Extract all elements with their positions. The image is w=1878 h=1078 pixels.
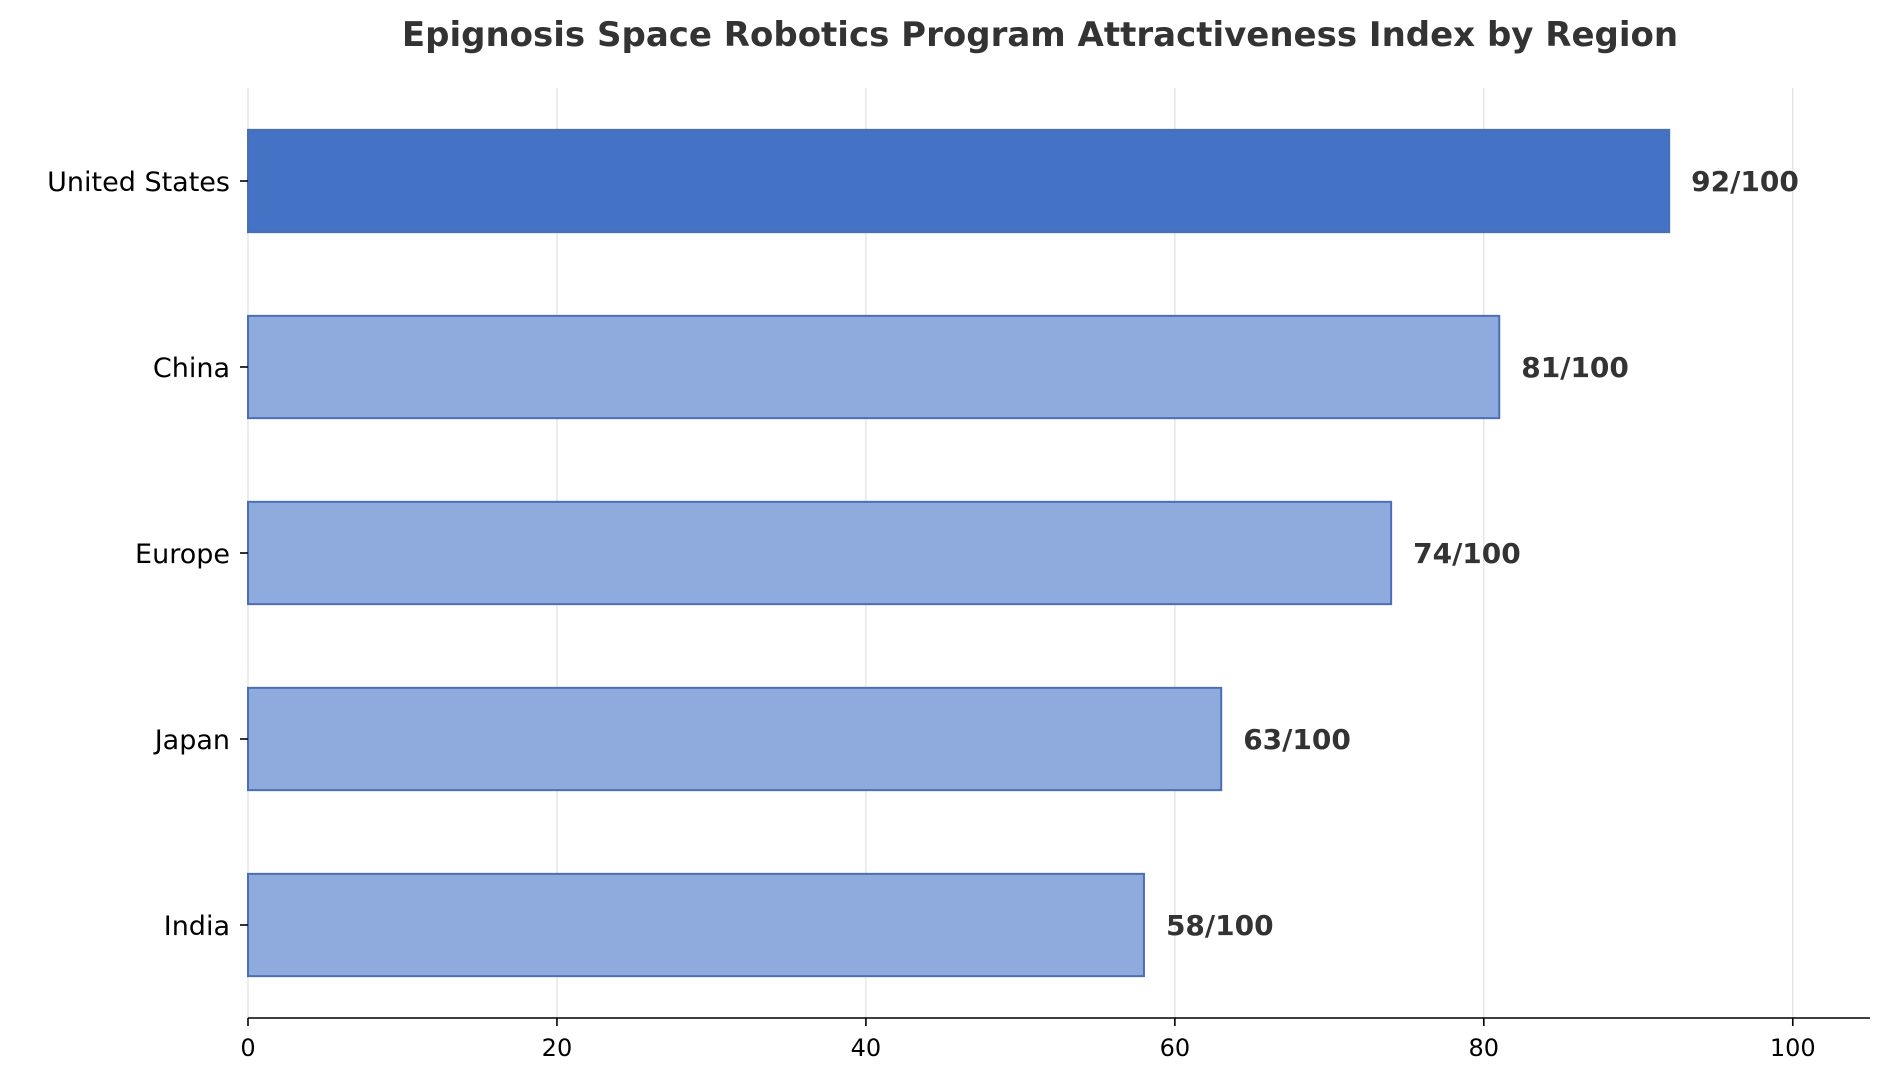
bar-europe	[247, 500, 1393, 606]
y-tick-label-europe: Europe	[135, 539, 230, 570]
y-tick-label-china: China	[153, 353, 230, 384]
bars	[247, 128, 1671, 978]
value-label-japan: 63/100	[1243, 723, 1351, 756]
y-tick-label-japan: Japan	[153, 725, 230, 756]
y-tick-label-india: India	[164, 911, 230, 942]
value-label-europe: 74/100	[1413, 537, 1521, 570]
bar-china	[247, 314, 1501, 420]
y-axis: United States China Europe Japan India	[47, 167, 248, 942]
x-tick-label-40: 40	[851, 1034, 882, 1062]
x-tick-label-80: 80	[1469, 1034, 1500, 1062]
x-tick-label-100: 100	[1770, 1034, 1816, 1062]
value-label-china: 81/100	[1521, 351, 1629, 384]
bar-japan	[247, 686, 1223, 792]
chart-title: Epignosis Space Robotics Program Attract…	[402, 15, 1678, 55]
y-tick-label-united-states: United States	[47, 167, 230, 198]
x-tick-label-60: 60	[1160, 1034, 1191, 1062]
x-tick-label-20: 20	[542, 1034, 573, 1062]
bar-united-states	[247, 128, 1671, 234]
bar-india	[247, 872, 1145, 978]
x-axis: 0 20 40 60 80 100	[240, 1017, 1870, 1062]
value-labels: 92/100 81/100 74/100 63/100 58/100	[1166, 165, 1799, 942]
x-tick-label-0: 0	[240, 1034, 255, 1062]
value-label-india: 58/100	[1166, 909, 1274, 942]
value-label-united-states: 92/100	[1691, 165, 1799, 198]
